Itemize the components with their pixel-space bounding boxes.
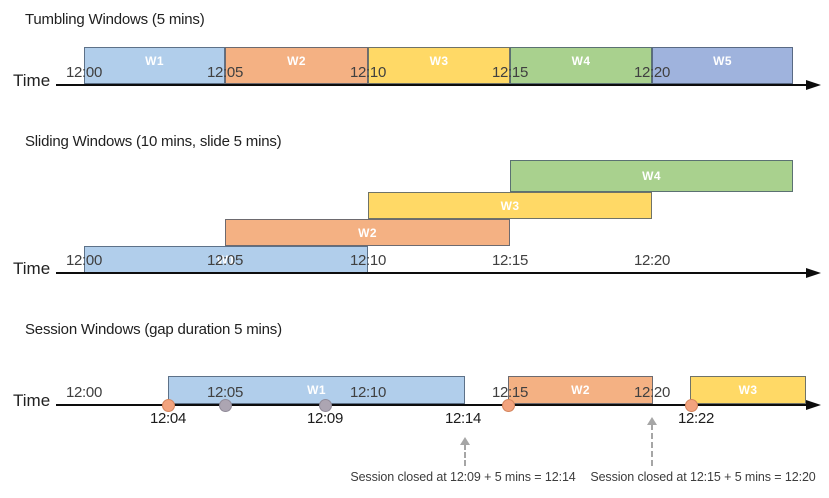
session-window-w3: W3 — [690, 376, 806, 404]
event-dot — [219, 399, 232, 412]
tick-label: 12:00 — [65, 252, 103, 269]
time-axis-label-sliding: Time — [13, 259, 51, 278]
event-time-label: 12:09 — [306, 410, 344, 427]
tick-label: 12:10 — [349, 384, 387, 401]
window-label: W3 — [429, 54, 449, 68]
tumbling-window-w1: W1 — [84, 47, 225, 84]
axis-arrow-icon — [806, 400, 821, 410]
window-label: W3 — [738, 383, 758, 397]
tumbling-window-w5: W5 — [652, 47, 793, 84]
tick-label: 12:15 — [491, 384, 529, 401]
tick-label: 12:15 — [491, 64, 529, 81]
tick-label: 12:15 — [491, 252, 529, 269]
sliding-window-w3: W3 — [368, 192, 652, 219]
axis-arrow-icon — [806, 268, 821, 278]
event-dot — [162, 399, 175, 412]
dashed-arrow-head-icon — [647, 417, 657, 425]
tick-label: 12:05 — [206, 64, 244, 81]
window-label: W3 — [500, 198, 520, 213]
tick-label: 12:10 — [349, 252, 387, 269]
event-time-label: 12:04 — [149, 410, 187, 427]
sliding-window-w2: W2 — [225, 219, 510, 246]
axis-line — [56, 84, 806, 86]
session-window-w2: W2 — [508, 376, 653, 404]
tumbling-window-w4: W4 — [510, 47, 652, 84]
window-label: W2 — [358, 225, 377, 240]
tick-label: 12:00 — [65, 384, 103, 401]
axis-line — [56, 272, 806, 274]
axis-line — [56, 404, 806, 406]
event-time-label: 12:22 — [677, 410, 715, 427]
dashed-arrow-icon — [464, 444, 466, 466]
tick-label: 12:20 — [633, 252, 671, 269]
tick-label: 12:00 — [65, 64, 103, 81]
tick-label: 12:05 — [206, 384, 244, 401]
sliding-window-w4: W4 — [510, 160, 793, 192]
event-dot — [502, 399, 515, 412]
section-title-session: Session Windows (gap duration 5 mins) — [25, 321, 282, 338]
tumbling-window-w3: W3 — [368, 47, 510, 84]
event-time-label: 12:14 — [444, 410, 482, 427]
window-label: W2 — [287, 54, 306, 68]
section-title-sliding: Sliding Windows (10 mins, slide 5 mins) — [25, 133, 282, 150]
axis-arrow-icon — [806, 80, 821, 90]
tick-label: 12:20 — [633, 64, 671, 81]
tick-label: 12:10 — [349, 64, 387, 81]
window-label: W2 — [571, 383, 590, 397]
window-label: W4 — [642, 169, 661, 183]
event-dot — [319, 399, 332, 412]
section-title-tumbling: Tumbling Windows (5 mins) — [25, 11, 205, 28]
time-axis-label-tumbling: Time — [13, 71, 51, 90]
event-dot — [685, 399, 698, 412]
window-label: W5 — [713, 54, 732, 68]
window-label: W4 — [571, 54, 591, 68]
window-label: W1 — [216, 252, 236, 267]
time-axis-label-session: Time — [13, 391, 51, 410]
dashed-arrow-icon — [651, 424, 653, 466]
tick-label: 12:05 — [206, 252, 244, 269]
annotation-text: Session closed at 12:09 + 5 mins = 12:14 — [350, 470, 576, 484]
window-label: W1 — [307, 383, 326, 397]
sliding-window-w1: W1 — [84, 246, 368, 273]
tick-label: 12:20 — [633, 384, 671, 401]
session-window-w1: W1 — [168, 376, 465, 404]
tumbling-window-w2: W2 — [225, 47, 368, 84]
window-label: W1 — [145, 54, 164, 68]
annotation-text: Session closed at 12:15 + 5 mins = 12:20 — [590, 470, 816, 484]
dashed-arrow-head-icon — [460, 437, 470, 445]
